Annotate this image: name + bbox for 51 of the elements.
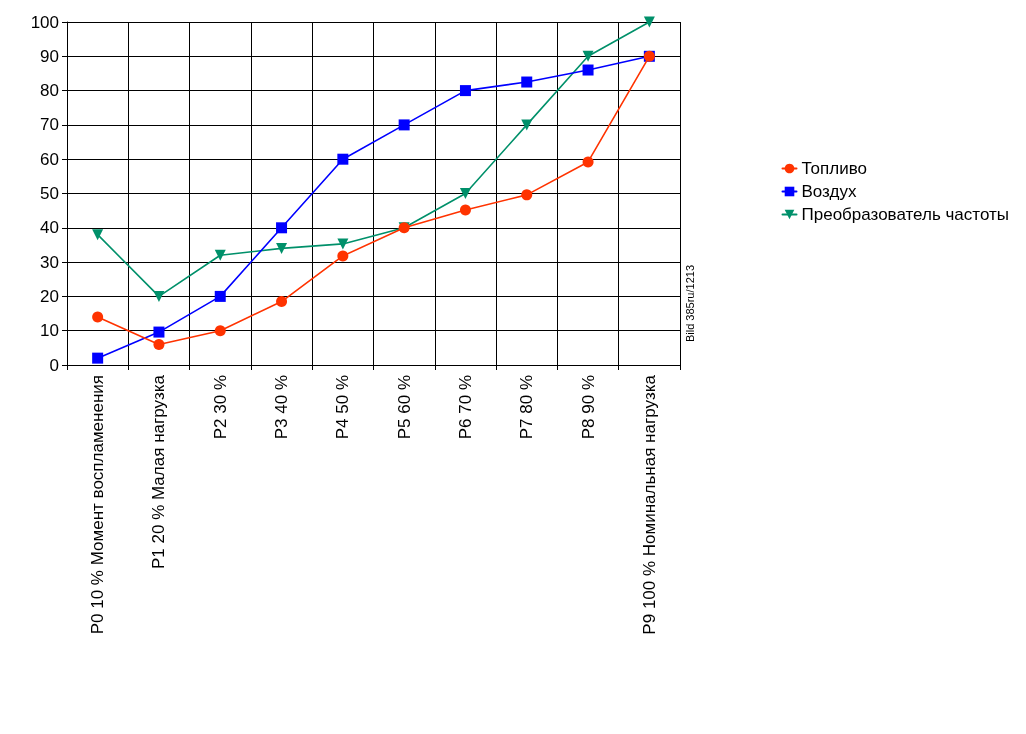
point bbox=[92, 229, 104, 241]
point bbox=[521, 119, 533, 131]
point bbox=[153, 290, 165, 302]
point bbox=[337, 250, 349, 262]
point bbox=[153, 338, 165, 350]
legend-label: Преобразователь частоты bbox=[801, 205, 1010, 224]
point bbox=[214, 290, 226, 302]
point bbox=[337, 238, 349, 250]
y-tick-label: 80 bbox=[40, 81, 59, 101]
x-tick-label: P0 10 % Момент воспламенения bbox=[88, 375, 108, 635]
point bbox=[92, 352, 104, 364]
point bbox=[521, 189, 533, 201]
legend-label: Топливо bbox=[801, 159, 867, 178]
x-tick-label: P7 80 % bbox=[517, 375, 537, 440]
point bbox=[643, 16, 655, 28]
point bbox=[582, 156, 594, 168]
y-tick-label: 90 bbox=[40, 46, 59, 66]
y-tick-label: 10 bbox=[40, 321, 59, 341]
y-tick-label: 30 bbox=[40, 252, 59, 272]
y-tick-label: 0 bbox=[49, 355, 59, 375]
y-tick-label: 70 bbox=[40, 115, 59, 135]
point bbox=[276, 242, 288, 254]
legend-label: Воздух bbox=[801, 182, 857, 201]
x-tick-label: P2 30 % bbox=[210, 375, 230, 440]
point bbox=[276, 296, 288, 308]
point bbox=[398, 119, 410, 131]
point bbox=[582, 64, 594, 76]
x-tick-label: P6 70 % bbox=[455, 375, 475, 440]
y-tick-label: 100 bbox=[30, 12, 59, 32]
point bbox=[153, 326, 165, 338]
x-tick-label: P1 20 % Малая нагрузка bbox=[149, 374, 169, 569]
text: Bild 385ru/1213 bbox=[683, 265, 696, 343]
point bbox=[459, 204, 471, 216]
x-tick-label: P9 100 % Номинальная нагрузка bbox=[639, 374, 659, 635]
point bbox=[276, 222, 288, 234]
point bbox=[459, 85, 471, 97]
point bbox=[459, 188, 471, 199]
y-tick-label: 20 bbox=[40, 286, 59, 306]
point bbox=[521, 76, 533, 88]
point bbox=[582, 50, 594, 62]
y-tick-label: 40 bbox=[40, 218, 59, 238]
x-tick-label: P8 90 % bbox=[578, 375, 598, 440]
point bbox=[337, 153, 349, 165]
x-tick-label: P5 60 % bbox=[394, 375, 414, 440]
point bbox=[214, 325, 226, 337]
y-tick-label: 60 bbox=[40, 149, 59, 169]
y-tick-label: 50 bbox=[40, 184, 59, 203]
point bbox=[214, 249, 226, 261]
point bbox=[92, 311, 104, 323]
x-tick-label: P4 50 % bbox=[333, 375, 353, 440]
x-tick-label: P3 40 % bbox=[272, 375, 292, 440]
